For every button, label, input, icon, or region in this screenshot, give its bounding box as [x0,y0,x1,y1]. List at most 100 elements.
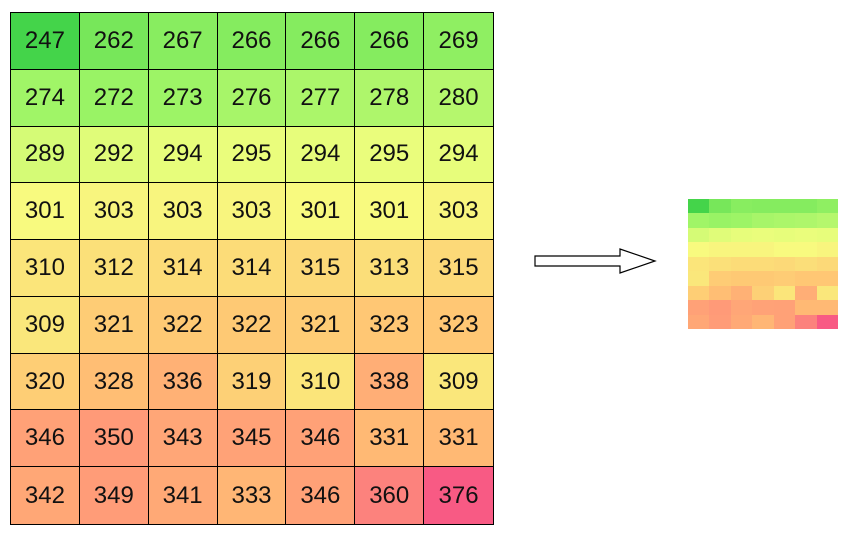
grid-cell: 322 [217,296,287,354]
grid-cell: 247 [11,13,80,70]
grid-cell: 262 [79,13,149,70]
grid-cell: 312 [79,240,149,297]
thumbnail-pixel [688,271,710,286]
thumbnail-pixel [709,242,731,257]
grid-cell: 276 [217,69,287,127]
grid-cell: 323 [355,296,425,354]
thumbnail-pixel [730,314,753,329]
grid-cell: 331 [355,410,425,468]
thumbnail-pixel [795,199,817,214]
thumbnail-pixel [816,227,838,243]
grid-cell: 294 [148,126,218,184]
grid-cell: 301 [355,183,425,241]
grid-cell: 267 [148,13,218,70]
thumbnail-pixel [752,300,774,315]
grid-cell: 349 [79,467,149,524]
thumbnail-pixel [730,300,753,315]
thumbnail-pixel [709,227,731,243]
grid-cell: 336 [148,353,218,411]
thumbnail-pixel [688,213,710,228]
thumbnail-pixel [795,314,817,329]
thumbnail-pixel [752,213,774,228]
thumbnail-pixel [795,227,817,243]
grid-cell: 310 [11,240,80,297]
grid-cell: 295 [355,126,425,184]
thumbnail-pixel [752,199,774,214]
grid-cell: 309 [424,353,493,411]
thumbnail-pixel [816,256,838,272]
thumbnail-pixel [709,300,731,315]
grid-cell: 266 [217,13,287,70]
thumbnail-pixel [709,314,731,329]
grid-cell: 303 [148,183,218,241]
grid-cell: 301 [286,183,356,241]
thumbnail-pixel [773,271,796,286]
thumbnail-pixel [752,256,774,272]
grid-cell: 310 [286,353,356,411]
thumbnail-pixel [752,285,774,301]
grid-cell: 346 [286,467,356,524]
grid-cell: 345 [217,410,287,468]
thumbnail-pixel [688,227,710,243]
grid-cell: 346 [11,410,80,468]
grid-cell: 289 [11,126,80,184]
thumbnail-pixel [688,256,710,272]
thumbnail-pixel [730,227,753,243]
grid-cell: 376 [424,467,493,524]
thumbnail-pixel [730,213,753,228]
thumbnail-pixel [816,242,838,257]
grid-cell: 350 [79,410,149,468]
thumbnail-pixel [688,199,710,214]
thumbnail-pixel [688,242,710,257]
thumbnail-pixel [730,271,753,286]
thumbnail-pixel [730,285,753,301]
heatmap-thumbnail [688,199,838,329]
thumbnail-pixel [730,242,753,257]
thumbnail-pixel [688,314,710,329]
thumbnail-pixel [709,256,731,272]
thumbnail-pixel [688,300,710,315]
grid-cell: 321 [79,296,149,354]
thumbnail-pixel [752,242,774,257]
thumbnail-pixel [773,242,796,257]
grid-cell: 301 [11,183,80,241]
grid-cell: 274 [11,69,80,127]
grid-cell: 309 [11,296,80,354]
grid-cell: 266 [286,13,356,70]
thumbnail-pixel [752,227,774,243]
grid-cell: 321 [286,296,356,354]
value-grid: 247 262 267 266 266 266 269 274 272 273 276 277 278 2… [10,12,494,525]
thumbnail-pixel [795,256,817,272]
right-arrow-icon [534,248,657,274]
thumbnail-pixel [773,285,796,301]
grid-cell: 277 [286,69,356,127]
thumbnail-pixel [709,271,731,286]
thumbnail-pixel [773,314,796,329]
grid-cell: 346 [286,410,356,468]
grid-cell: 294 [286,126,356,184]
grid-cell: 266 [355,13,425,70]
thumbnail-pixel [816,213,838,228]
grid-cell: 342 [11,467,80,524]
grid-cell: 331 [424,410,493,468]
grid-cell: 295 [217,126,287,184]
grid-cell: 272 [79,69,149,127]
thumbnail-pixel [730,199,753,214]
grid-cell: 323 [424,296,493,354]
grid-cell: 328 [79,353,149,411]
thumbnail-pixel [773,300,796,315]
thumbnail-pixel [709,285,731,301]
grid-cell: 343 [148,410,218,468]
thumbnail-pixel [795,242,817,257]
thumbnail-pixel [752,314,774,329]
grid-cell: 333 [217,467,287,524]
grid-cell: 314 [217,240,287,297]
grid-cell: 319 [217,353,287,411]
grid-cell: 278 [355,69,425,127]
grid-cell: 314 [148,240,218,297]
thumbnail-pixel [816,314,838,329]
thumbnail-pixel [816,271,838,286]
grid-cell: 320 [11,353,80,411]
thumbnail-pixel [816,300,838,315]
grid-cell: 292 [79,126,149,184]
